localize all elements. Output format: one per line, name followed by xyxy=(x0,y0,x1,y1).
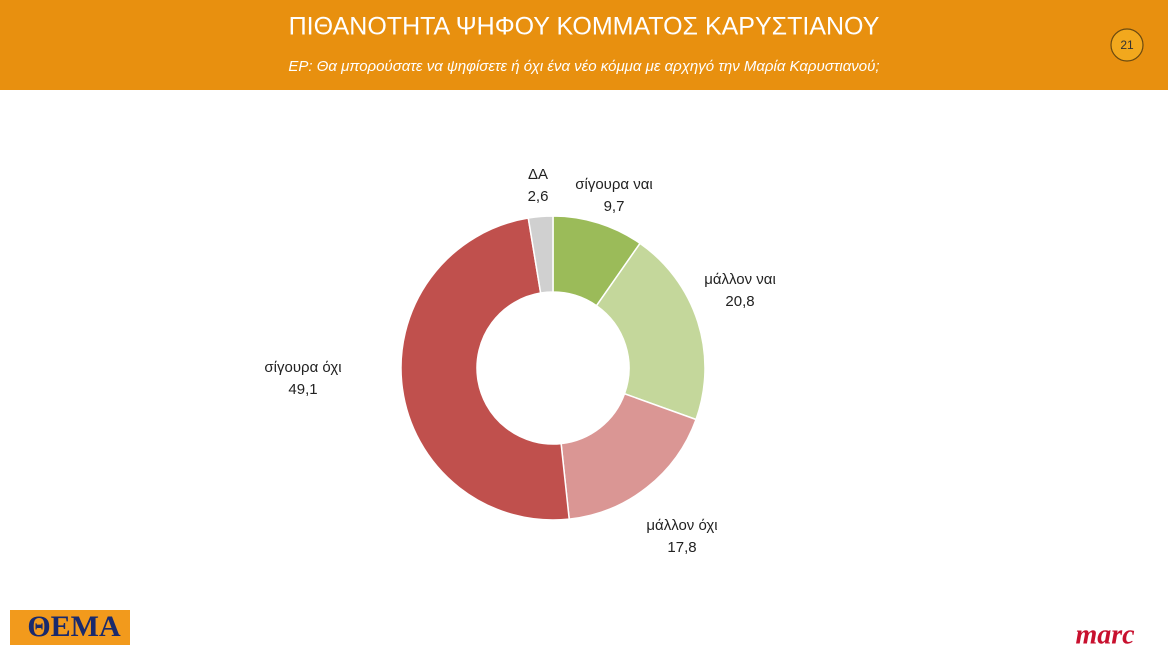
segment-value: 17,8 xyxy=(667,539,696,556)
donut-segment xyxy=(560,392,697,520)
right-logo: marc xyxy=(1075,619,1135,650)
segment-name: σίγουρα όχι xyxy=(264,359,341,376)
header-bar xyxy=(0,0,1168,90)
segment-name: ΔΑ xyxy=(528,166,548,183)
donut-segment xyxy=(595,242,706,421)
subtitle: ΕΡ: Θα μπορούσατε να ψηφίσετε ή όχι ένα … xyxy=(288,58,879,75)
segment-value: 49,1 xyxy=(288,381,317,398)
left-logo-box xyxy=(10,610,130,645)
segment-name: μάλλον όχι xyxy=(646,517,717,534)
left-logo: ΘΕΜΑ xyxy=(27,610,121,643)
segment-name: σίγουρα ναι xyxy=(575,176,653,193)
donut-segment xyxy=(400,217,571,521)
segment-name: μάλλον ναι xyxy=(704,271,776,288)
page-number: 21 xyxy=(1120,38,1134,52)
page-badge xyxy=(1110,28,1144,62)
segment-value: 9,7 xyxy=(604,198,625,215)
segment-value: 20,8 xyxy=(725,293,754,310)
donut-segment xyxy=(527,215,554,294)
segment-value: 2,6 xyxy=(528,188,549,205)
title: ΠΙΘΑΝΟΤΗΤΑ ΨΗΦΟΥ ΚΟΜΜΑΤΟΣ ΚΑΡΥΣΤΙΑΝΟΥ xyxy=(289,13,880,41)
donut-chart: σίγουρα ναι 9,7 μάλλον ναι 20,8 μάλλον όχι 17… xyxy=(264,166,775,556)
